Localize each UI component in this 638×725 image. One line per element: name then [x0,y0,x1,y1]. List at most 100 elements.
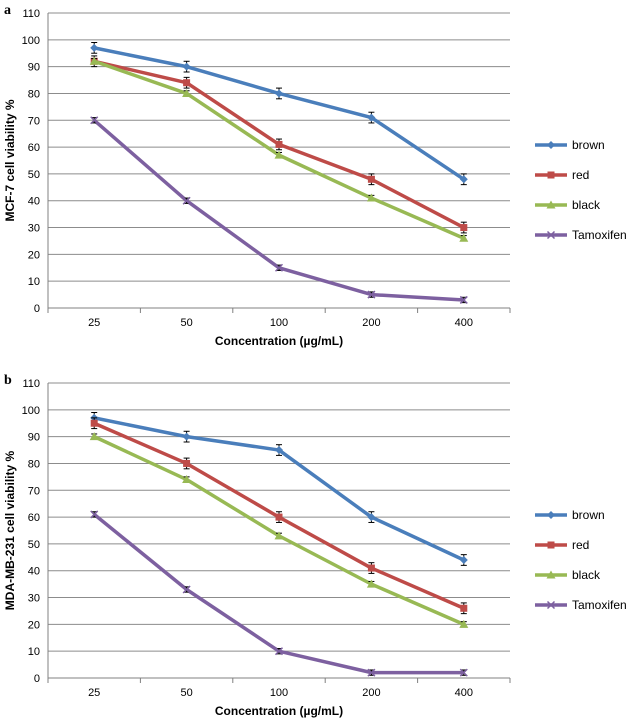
chart-b-ytick-label: 70 [28,485,40,497]
chart-a-ytick-label: 0 [34,303,40,315]
chart-b-ytick-label: 20 [28,619,40,631]
chart-a-point-black [89,56,99,65]
chart-a-ytick-label: 100 [22,35,40,47]
chart-a-point-brown [182,62,191,71]
chart-a-point-brown [367,113,376,122]
chart-b-point-tamoxifen [367,668,376,677]
chart-a-point-red [460,224,468,232]
chart-a-ytick-label: 90 [28,62,40,74]
chart-b-xtick-label: 200 [362,687,380,699]
chart-a-ytick-label: 40 [28,196,40,208]
chart-b-svg: b 0 10 20 30 40 50 60 70 80 90 100 110 25 50 100 200 400 C… [3,373,627,718]
chart-a-legend-label: black [572,198,601,212]
chart-a-legend-marker [546,200,556,209]
chart-a-legend-marker [547,141,555,149]
chart-a-ylabel: MCF-7 cell viability % [3,99,17,221]
chart-a-series-tamoxifen [90,116,468,304]
chart-a-point-black [274,150,284,159]
chart-b-panel-label: b [4,373,12,388]
chart-b-line-black [93,435,465,626]
chart-b-series-black [89,432,469,628]
chart-a-panel-label: a [4,3,11,18]
chart-a-legend-item-brown: brown [535,138,605,152]
chart-b-series-tamoxifen [90,510,468,677]
chart-a-point-black [366,193,376,202]
chart-b-point-black [182,475,192,484]
chart-b-xtick-label: 400 [455,687,473,699]
chart-a-point-red [367,175,375,183]
chart-a-point-red [275,140,283,148]
chart-b-ytick-label: 60 [28,512,40,524]
chart-a-point-black [459,233,469,242]
chart-a-point-tamoxifen [274,263,284,272]
chart-b-ytick-label: 40 [28,566,40,578]
chart-b-legend-marker [547,511,555,519]
chart-a-legend-item-tamoxifen: Tamoxifen [535,228,627,242]
chart-b-xtick-label: 25 [88,687,100,699]
chart-b-ytick-label: 30 [28,593,40,605]
chart-b-point-tamoxifen [90,510,99,519]
chart-a-legend-label: brown [572,138,605,152]
chart-a-point-brown [90,43,99,52]
chart-a-legend-marker [547,171,555,179]
chart-a-point-black [182,88,192,97]
chart-a-legend-label: red [572,168,589,182]
chart-b-legend-label: brown [572,508,605,522]
chart-b-ylabel: MDA-MB-231 cell viability % [3,450,17,610]
chart-b-point-brown [367,513,376,522]
chart-a-ytick-label: 30 [28,223,40,235]
chart-panel-b: b 0 10 20 30 40 50 60 70 80 90 100 110 25 50 100 200 400 C… [0,370,638,725]
chart-b-legend-marker [547,541,555,549]
chart-a-ytick-label: 10 [28,276,40,288]
chart-b-point-tamoxifen [274,647,284,656]
chart-a-xlabel: Concentration (µg/mL) [215,334,343,348]
chart-a-line-brown [93,46,465,181]
chart-b-ytick-label: 90 [28,432,40,444]
chart-a-legend-marker [546,230,556,240]
chart-b-point-brown [459,556,468,564]
chart-a-series-black [89,56,469,242]
chart-b-point-black [274,531,284,540]
chart-b-legend-label: black [572,568,601,582]
chart-b-xtick-label: 100 [270,687,288,699]
chart-a-ytick-label: 60 [28,142,40,154]
chart-a-ytick-label: 110 [22,8,40,20]
chart-b-point-red [183,459,191,467]
chart-b-legend-item-tamoxifen: Tamoxifen [535,598,627,612]
chart-panel-a: a 0 10 20 30 40 50 60 70 80 90 100 110 25 50 100 200 400 C… [0,0,638,355]
chart-a-xtick-label: 400 [455,317,473,329]
chart-b-legend-item-red: red [535,538,589,552]
chart-b-point-red [460,604,468,612]
chart-a-legend-item-red: red [535,168,589,182]
chart-b-point-red [90,419,98,427]
chart-b-point-red [275,513,283,521]
chart-b-series-brown [90,412,468,566]
chart-a-legend-label: Tamoxifen [572,228,627,242]
chart-b-legend-item-black: black [535,568,601,582]
chart-b-ytick-label: 80 [28,458,40,470]
chart-a-xtick-label: 25 [88,317,100,329]
chart-b-point-brown [182,432,191,441]
chart-b-point-tamoxifen [182,585,191,594]
chart-a-ytick-label: 50 [28,169,40,181]
chart-a-legend-item-black: black [535,198,601,212]
chart-b-xtick-label: 50 [180,687,192,699]
chart-a-point-brown [275,89,283,98]
chart-b-point-black [89,432,99,441]
chart-b-ytick-label: 0 [34,673,40,685]
chart-a-ytick-label: 20 [28,249,40,261]
chart-b-ytick-label: 100 [22,405,40,417]
chart-a-point-tamoxifen [90,116,99,125]
chart-a-xtick-label: 50 [180,317,192,329]
chart-b-legend-item-brown: brown [535,508,605,522]
chart-a-point-tamoxifen [182,196,191,205]
chart-a-xtick-label: 100 [270,317,288,329]
chart-b-legend-label: red [572,538,589,552]
chart-b-point-brown [275,446,283,455]
chart-a-point-red [183,79,191,87]
chart-a-ytick-label: 70 [28,115,40,127]
chart-b-series-red [90,417,468,615]
chart-b-point-black [366,579,376,588]
chart-b-point-tamoxifen [459,668,468,677]
chart-a-point-brown [459,175,468,184]
